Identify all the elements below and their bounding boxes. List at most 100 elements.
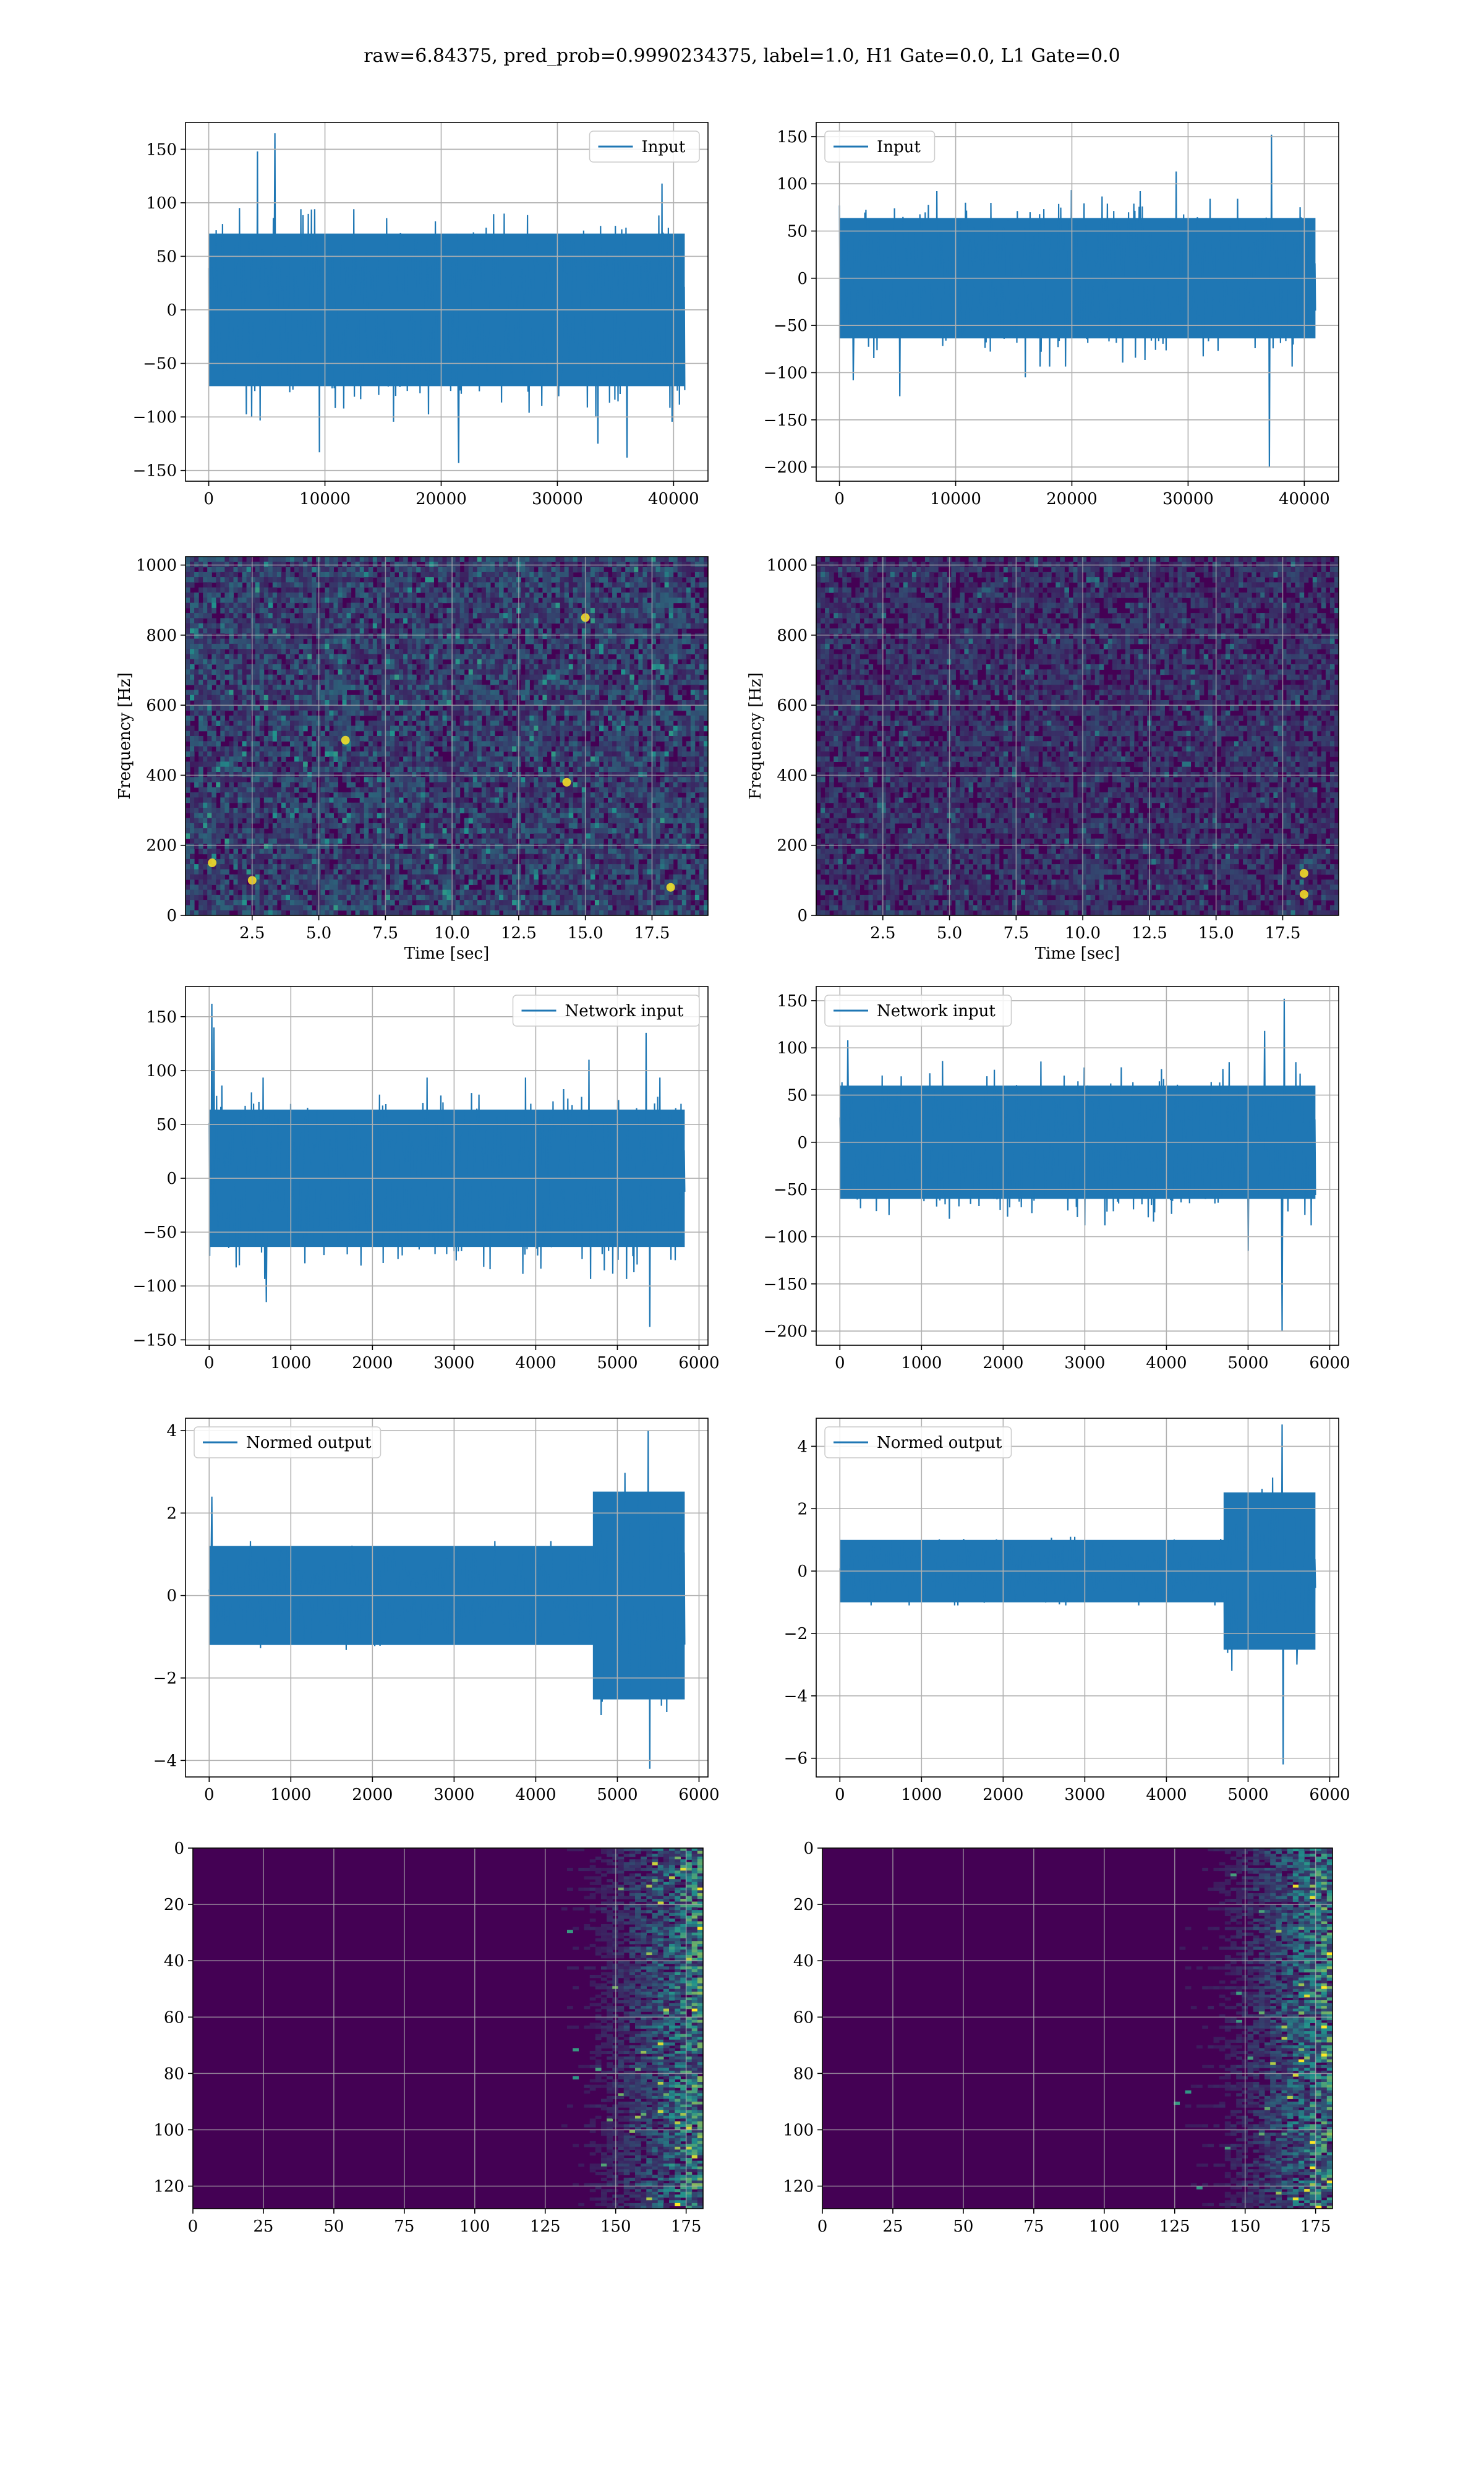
heatmap-cell xyxy=(455,700,461,706)
heatmap-cell xyxy=(333,602,338,609)
heatmap-cell xyxy=(198,638,203,644)
heatmap-cell xyxy=(355,557,360,562)
heatmap-cell xyxy=(299,571,304,578)
heatmap-cell xyxy=(216,674,221,680)
heatmap-cell xyxy=(342,880,348,885)
heatmap-cell xyxy=(207,864,212,870)
heatmap-cell xyxy=(186,715,190,721)
heatmap-cell xyxy=(364,818,369,824)
heatmap-cell xyxy=(203,808,208,813)
heatmap-cell xyxy=(211,874,216,880)
heatmap-cell xyxy=(299,633,304,640)
heatmap-cell xyxy=(508,782,513,788)
heatmap-cell xyxy=(455,777,461,783)
heatmap-cell xyxy=(459,782,465,788)
heatmap-cell xyxy=(534,587,539,593)
heatmap-cell xyxy=(459,756,465,762)
heatmap-cell xyxy=(477,638,482,644)
heatmap-cell xyxy=(442,690,448,696)
heatmap-cell xyxy=(377,905,382,911)
heatmap-cell xyxy=(342,854,348,860)
heatmap-cell xyxy=(407,813,412,819)
heatmap-cell xyxy=(442,674,448,680)
heatmap-cell xyxy=(194,869,199,875)
heatmap-cell xyxy=(433,597,438,604)
heatmap-cell xyxy=(220,633,225,640)
heatmap-cell xyxy=(346,710,352,716)
heatmap-cell xyxy=(503,690,508,696)
heatmap-cell xyxy=(329,900,334,905)
heatmap-cell xyxy=(198,567,203,573)
heatmap-cell xyxy=(211,849,216,855)
heatmap-cell xyxy=(329,607,334,614)
heatmap-cell xyxy=(503,900,508,905)
heatmap-cell xyxy=(276,628,282,634)
heatmap-cell xyxy=(455,833,461,839)
heatmap-cell xyxy=(351,833,356,839)
heatmap-cell xyxy=(534,623,539,629)
heatmap-cell xyxy=(290,858,295,865)
heatmap-cell xyxy=(325,638,330,644)
heatmap-cell xyxy=(233,756,239,762)
heatmap-cell xyxy=(403,674,408,680)
heatmap-cell xyxy=(412,633,417,640)
heatmap-cell xyxy=(508,562,513,568)
heatmap-cell xyxy=(346,613,352,618)
heatmap-cell xyxy=(312,761,317,768)
heatmap-cell xyxy=(512,838,517,844)
heatmap-cell xyxy=(499,628,504,634)
heatmap-cell xyxy=(233,679,239,685)
heatmap-cell xyxy=(508,736,513,742)
heatmap-cell xyxy=(407,705,412,711)
heatmap-cell xyxy=(477,905,482,911)
heatmap-cell xyxy=(534,679,539,685)
heatmap-cell xyxy=(346,618,352,624)
heatmap-cell xyxy=(325,858,330,865)
heatmap-cell xyxy=(372,782,378,788)
heatmap-cell xyxy=(346,813,352,819)
heatmap-cell xyxy=(525,654,530,660)
heatmap-cell xyxy=(207,884,212,891)
heatmap-cell xyxy=(263,869,269,875)
heatmap-cell xyxy=(290,695,295,701)
heatmap-cell xyxy=(259,638,265,644)
heatmap-cell xyxy=(259,787,265,793)
heatmap-cell xyxy=(338,674,343,680)
heatmap-cell xyxy=(259,618,265,624)
heatmap-cell xyxy=(521,844,526,849)
heatmap-cell xyxy=(394,715,399,721)
heatmap-cell xyxy=(394,577,399,583)
heatmap-cell xyxy=(359,726,365,732)
heatmap-cell xyxy=(472,874,478,880)
heatmap-cell xyxy=(377,715,382,721)
heatmap-cell xyxy=(364,562,369,568)
heatmap-cell xyxy=(294,669,299,675)
heatmap-cell xyxy=(508,746,513,752)
heatmap-cell xyxy=(229,782,234,788)
heatmap-cell xyxy=(508,838,513,844)
heatmap-cell xyxy=(320,567,325,573)
heatmap-cell xyxy=(508,792,513,798)
heatmap-cell xyxy=(455,910,461,915)
heatmap-cell xyxy=(342,674,348,680)
heatmap-cell xyxy=(420,557,425,562)
heatmap-cell xyxy=(312,577,317,583)
heatmap-cell xyxy=(390,761,395,768)
heatmap-cell xyxy=(224,823,229,829)
heatmap-cell xyxy=(364,593,369,598)
heatmap-cell xyxy=(521,756,526,762)
heatmap-cell xyxy=(485,858,491,865)
heatmap-cell xyxy=(242,828,247,834)
heatmap-cell xyxy=(425,869,430,875)
heatmap-cell xyxy=(459,869,465,875)
heatmap-cell xyxy=(385,782,391,788)
heatmap-cell xyxy=(229,766,234,773)
heatmap-cell xyxy=(303,864,308,870)
heatmap-cell xyxy=(359,654,365,660)
heatmap-cell xyxy=(425,618,430,624)
heatmap-cell xyxy=(259,664,265,670)
heatmap-cell xyxy=(281,721,286,726)
heatmap-cell xyxy=(416,777,421,783)
heatmap-cell xyxy=(259,607,265,614)
heatmap-cell xyxy=(224,628,229,634)
